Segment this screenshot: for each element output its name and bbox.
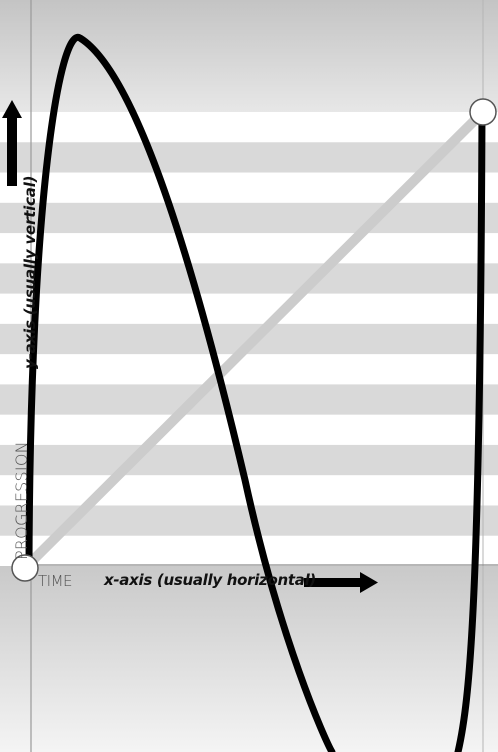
band-stripe <box>0 203 498 234</box>
top-background <box>0 0 498 112</box>
band-stripe <box>0 233 498 264</box>
bottom-background <box>0 566 498 752</box>
band-stripe <box>0 445 498 476</box>
band-stripe <box>0 294 498 325</box>
end-node <box>470 99 496 125</box>
band-stripe <box>0 415 498 446</box>
x-axis-label: x-axis (usually horizontal) <box>104 571 316 589</box>
band-stripe <box>0 536 498 567</box>
progression-label: PROGRESSION <box>12 441 31 560</box>
band-stripe <box>0 384 498 415</box>
y-axis-label: y-axis (usually vertical) <box>21 176 39 369</box>
band-stripe <box>0 112 498 143</box>
band-stripe <box>0 354 498 385</box>
band-stripe <box>0 263 498 294</box>
time-label: TIME <box>38 572 72 590</box>
